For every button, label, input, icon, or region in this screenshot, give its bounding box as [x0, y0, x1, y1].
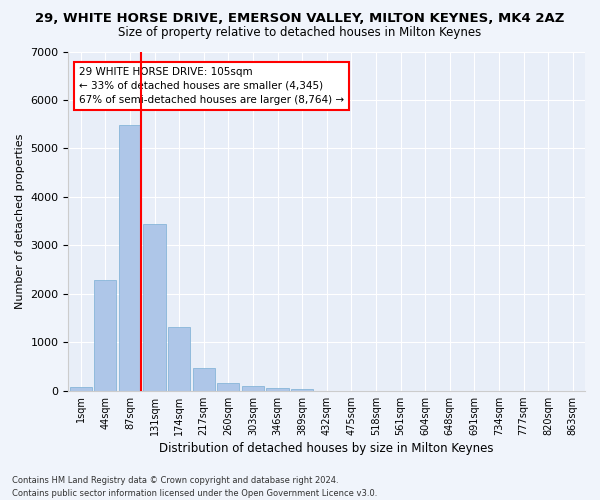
Text: 29, WHITE HORSE DRIVE, EMERSON VALLEY, MILTON KEYNES, MK4 2AZ: 29, WHITE HORSE DRIVE, EMERSON VALLEY, M… — [35, 12, 565, 26]
Y-axis label: Number of detached properties: Number of detached properties — [15, 134, 25, 309]
X-axis label: Distribution of detached houses by size in Milton Keynes: Distribution of detached houses by size … — [160, 442, 494, 455]
Bar — [168, 327, 190, 390]
Bar — [291, 389, 313, 390]
Bar — [217, 383, 239, 390]
Bar — [70, 387, 92, 390]
Text: Contains HM Land Registry data © Crown copyright and database right 2024.
Contai: Contains HM Land Registry data © Crown c… — [12, 476, 377, 498]
Bar — [94, 280, 116, 390]
Text: Size of property relative to detached houses in Milton Keynes: Size of property relative to detached ho… — [118, 26, 482, 39]
Bar — [119, 125, 141, 390]
Bar — [193, 368, 215, 390]
Bar — [242, 386, 264, 390]
Bar — [143, 224, 166, 390]
Bar — [266, 388, 289, 390]
Text: 29 WHITE HORSE DRIVE: 105sqm
← 33% of detached houses are smaller (4,345)
67% of: 29 WHITE HORSE DRIVE: 105sqm ← 33% of de… — [79, 67, 344, 105]
